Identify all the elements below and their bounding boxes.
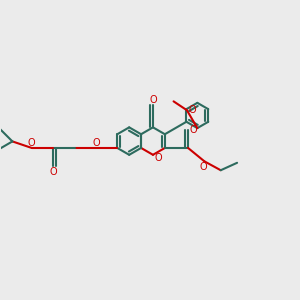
Text: O: O	[28, 138, 35, 148]
Text: O: O	[92, 138, 100, 148]
Text: O: O	[188, 105, 196, 115]
Text: O: O	[49, 167, 57, 177]
Text: O: O	[190, 124, 197, 134]
Text: O: O	[199, 162, 207, 172]
Text: O: O	[149, 95, 157, 105]
Text: O: O	[154, 153, 162, 164]
